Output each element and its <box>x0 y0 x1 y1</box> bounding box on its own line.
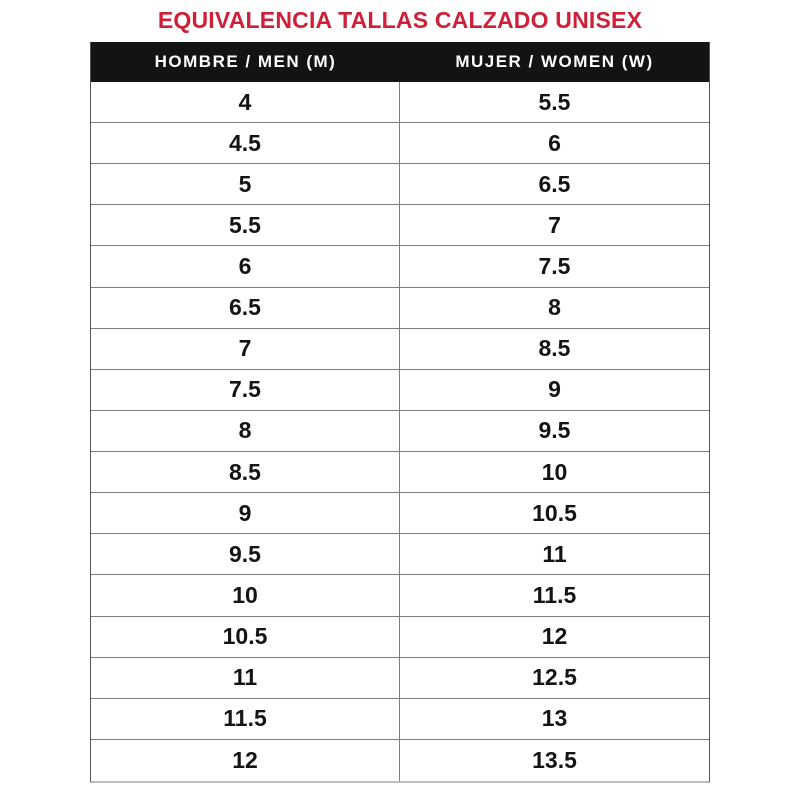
table-row: 4.5 6 <box>91 123 709 165</box>
women-size-cell: 11 <box>542 540 567 567</box>
women-size-cell: 6 <box>548 129 561 156</box>
men-size-cell: 11.5 <box>91 698 400 739</box>
table-row: 5 6.5 <box>91 164 709 206</box>
table-row: 8.5 10 <box>91 452 709 494</box>
table-row: 9.5 11 <box>91 534 709 576</box>
size-table: HOMBRE / MEN (M) MUJER / WOMEN (W) 4 5.5 4… <box>90 42 710 783</box>
men-size-cell: 9 <box>91 493 400 534</box>
women-size-cell: 13 <box>541 705 568 732</box>
men-size-cell: 5 <box>91 164 400 205</box>
men-size-cell: 7 <box>91 328 400 369</box>
men-size-cell: 6 <box>91 246 400 287</box>
men-size-cell: 10.5 <box>91 616 400 657</box>
men-size-cell: 8 <box>91 410 400 452</box>
table-row: 7.5 9 <box>91 369 709 411</box>
men-size-cell: 6.5 <box>91 287 400 328</box>
women-size-cell: 8.5 <box>538 335 571 362</box>
table-row: 4 5.5 <box>91 82 709 124</box>
table-row: 8 9.5 <box>91 410 709 453</box>
table-body: 4 5.5 4.5 6 5 6.5 5.5 7 6 7.5 6.5 8 7 8.5 7.5 9 8 9.5 8.5 1… <box>91 82 709 781</box>
women-size-cell: 6.5 <box>538 170 571 197</box>
table-row: 11.5 13 <box>91 698 709 740</box>
table-row: 10 11.5 <box>91 575 709 617</box>
women-size-cell: 10.5 <box>532 499 577 526</box>
women-size-cell: 7.5 <box>538 253 571 280</box>
page-title: EQUIVALENCIA TALLAS CALZADO UNISEX <box>157 7 643 33</box>
men-size-cell: 8.5 <box>91 452 400 493</box>
table-row: 6 7.5 <box>91 246 709 288</box>
table-row: 11 12.5 <box>91 657 709 699</box>
table-row: 5.5 7 <box>91 205 709 247</box>
men-size-cell: 4.5 <box>91 123 400 164</box>
women-size-cell: 11.5 <box>532 581 577 608</box>
men-size-cell: 9.5 <box>91 534 400 575</box>
women-size-cell: 7 <box>548 211 561 238</box>
men-size-cell: 7.5 <box>91 369 400 410</box>
women-size-cell: 12.5 <box>532 664 577 691</box>
table-row: 6.5 8 <box>91 287 709 329</box>
table-row: 9 10.5 <box>91 493 709 535</box>
table-row: 12 13.5 <box>91 739 709 781</box>
men-size-cell: 5.5 <box>91 205 400 246</box>
men-size-cell: 12 <box>91 739 400 781</box>
men-size-cell: 11 <box>91 657 400 698</box>
table-row: 7 8.5 <box>91 328 709 370</box>
men-size-cell: 4 <box>91 82 400 123</box>
women-size-cell: 9 <box>548 376 561 403</box>
women-size-cell: 5.5 <box>538 88 571 115</box>
women-size-cell: 13.5 <box>532 746 577 773</box>
men-size-cell: 10 <box>91 575 400 616</box>
women-size-cell: 8 <box>548 294 561 321</box>
column-header-men: HOMBRE / MEN (M) <box>154 52 337 71</box>
women-size-cell: 10 <box>541 458 568 485</box>
women-size-cell: 12 <box>541 623 568 650</box>
table-header-row: HOMBRE / MEN (M) MUJER / WOMEN (W) <box>91 42 709 82</box>
women-size-cell: 9.5 <box>538 417 571 444</box>
table-row: 10.5 12 <box>91 616 709 658</box>
column-header-women: MUJER / WOMEN (W) <box>455 52 654 71</box>
